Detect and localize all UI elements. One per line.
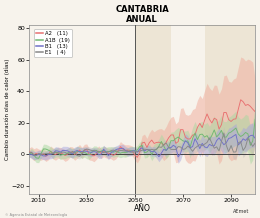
Text: AEmet: AEmet <box>233 209 250 214</box>
Bar <box>205 25 255 194</box>
X-axis label: AÑO: AÑO <box>134 204 151 213</box>
Y-axis label: Cambio duración olas de calor (días): Cambio duración olas de calor (días) <box>5 59 10 160</box>
Title: CANTABRIA
ANUAL: CANTABRIA ANUAL <box>115 5 169 24</box>
Bar <box>135 25 171 194</box>
Legend: A2   (11), A1B  (19), B1   (13), E1   ( 4): A2 (11), A1B (19), B1 (13), E1 ( 4) <box>34 29 72 57</box>
Text: © Agencia Estatal de Meteorología: © Agencia Estatal de Meteorología <box>5 213 67 217</box>
